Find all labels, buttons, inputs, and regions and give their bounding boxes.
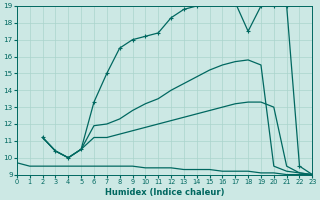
X-axis label: Humidex (Indice chaleur): Humidex (Indice chaleur)	[105, 188, 224, 197]
